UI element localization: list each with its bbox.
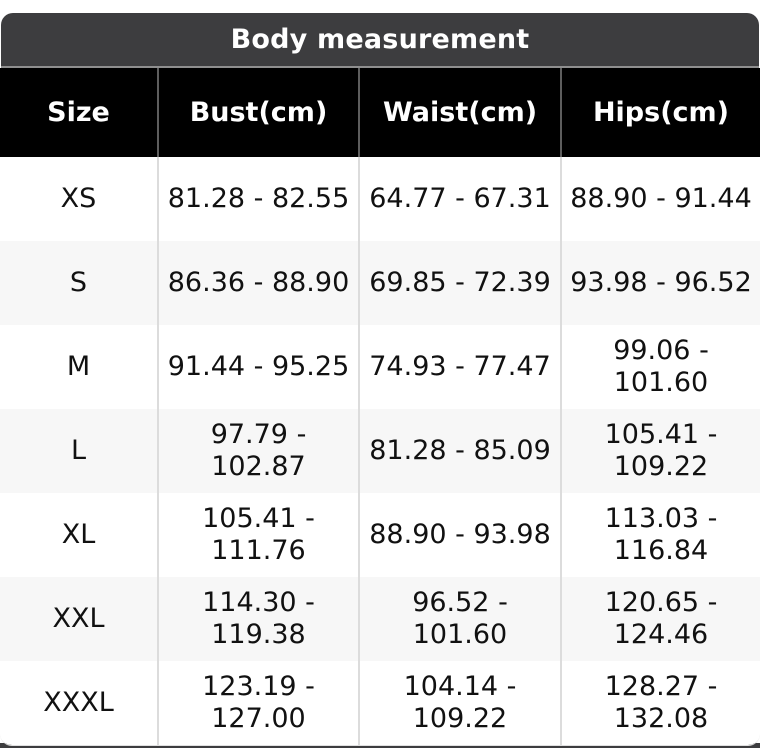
hips-cell: 93.98 - 96.52: [560, 241, 760, 325]
size-cell: XXXL: [0, 661, 157, 745]
table-row-xl: XL 105.41 - 111.76 88.90 - 93.98 113.03 …: [0, 493, 760, 577]
waist-cell: 104.14 - 109.22: [358, 661, 560, 745]
bust-cell: 114.30 - 119.38: [157, 577, 358, 661]
column-header-row: Size Bust(cm) Waist(cm) Hips(cm): [0, 68, 760, 157]
bust-cell: 91.44 - 95.25: [157, 325, 358, 409]
size-cell: S: [0, 241, 157, 325]
waist-cell: 88.90 - 93.98: [358, 493, 560, 577]
table-title: Body measurement: [230, 24, 530, 55]
table-row-m: M 91.44 - 95.25 74.93 - 77.47 99.06 - 10…: [0, 325, 760, 409]
table-row-s: S 86.36 - 88.90 69.85 - 72.39 93.98 - 96…: [0, 241, 760, 325]
hips-cell: 120.65 - 124.46: [560, 577, 760, 661]
hips-cell: 99.06 - 101.60: [560, 325, 760, 409]
measurement-table-wrap: Size Bust(cm) Waist(cm) Hips(cm) XS 81.2…: [0, 68, 760, 746]
measurement-table: Size Bust(cm) Waist(cm) Hips(cm) XS 81.2…: [0, 68, 760, 745]
table-row-xxl: XXL 114.30 - 119.38 96.52 - 101.60 120.6…: [0, 577, 760, 661]
table-title-bar: Body measurement: [1, 13, 759, 68]
size-cell: XXL: [0, 577, 157, 661]
bust-cell: 123.19 - 127.00: [157, 661, 358, 745]
size-cell: M: [0, 325, 157, 409]
bust-cell: 86.36 - 88.90: [157, 241, 358, 325]
hips-cell: 128.27 - 132.08: [560, 661, 760, 745]
waist-cell: 64.77 - 67.31: [358, 157, 560, 241]
waist-cell: 74.93 - 77.47: [358, 325, 560, 409]
waist-cell: 69.85 - 72.39: [358, 241, 560, 325]
column-header-size: Size: [0, 68, 157, 157]
column-header-hips: Hips(cm): [560, 68, 760, 157]
size-cell: XL: [0, 493, 157, 577]
column-header-waist: Waist(cm): [358, 68, 560, 157]
hips-cell: 113.03 - 116.84: [560, 493, 760, 577]
size-cell: XS: [0, 157, 157, 241]
bust-cell: 105.41 - 111.76: [157, 493, 358, 577]
waist-cell: 81.28 - 85.09: [358, 409, 560, 493]
table-row-xs: XS 81.28 - 82.55 64.77 - 67.31 88.90 - 9…: [0, 157, 760, 241]
hips-cell: 88.90 - 91.44: [560, 157, 760, 241]
table-row-l: L 97.79 - 102.87 81.28 - 85.09 105.41 - …: [0, 409, 760, 493]
size-cell: L: [0, 409, 157, 493]
hips-cell: 105.41 - 109.22: [560, 409, 760, 493]
bust-cell: 81.28 - 82.55: [157, 157, 358, 241]
waist-cell: 96.52 - 101.60: [358, 577, 560, 661]
table-row-xxxl: XXXL 123.19 - 127.00 104.14 - 109.22 128…: [0, 661, 760, 745]
column-header-bust: Bust(cm): [157, 68, 358, 157]
bust-cell: 97.79 - 102.87: [157, 409, 358, 493]
